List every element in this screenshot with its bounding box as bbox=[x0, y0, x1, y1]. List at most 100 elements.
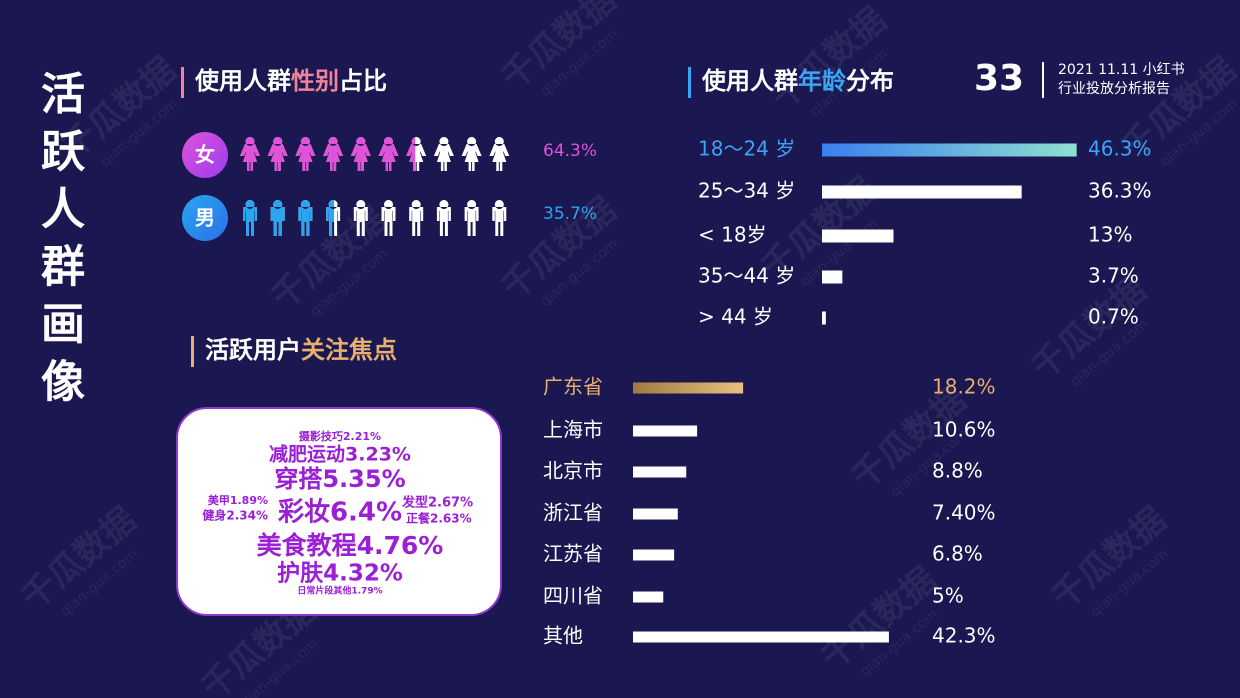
bar bbox=[822, 311, 826, 325]
bar bbox=[633, 425, 698, 437]
person-icon-filled bbox=[323, 137, 344, 171]
section-title: 使用人群年龄分布 bbox=[701, 67, 894, 95]
bar bbox=[633, 508, 678, 520]
title-part: 占比 bbox=[339, 67, 387, 95]
value-label: 10.6% bbox=[932, 418, 996, 442]
value-label: 13% bbox=[1088, 223, 1132, 247]
word-cloud-item: 正餐2.63% bbox=[406, 511, 472, 526]
gender-label: 男 bbox=[195, 206, 215, 230]
word-cloud-item: 护肤4.32% bbox=[277, 560, 403, 587]
title-bar bbox=[181, 67, 184, 98]
value-label: 35.7% bbox=[543, 204, 597, 224]
word-cloud-item: 发型2.67% bbox=[401, 495, 473, 511]
person-icon-filled bbox=[326, 200, 335, 236]
person-icon bbox=[461, 137, 482, 171]
value-label: 46.3% bbox=[1088, 137, 1152, 161]
person-icon bbox=[353, 200, 368, 236]
person-icon bbox=[409, 200, 424, 236]
person-icon-filled bbox=[243, 200, 257, 236]
page-title-char: 活 bbox=[41, 69, 85, 120]
word-cloud-item: 美食教程4.76% bbox=[257, 531, 444, 560]
title-part: 关注焦点 bbox=[301, 336, 397, 364]
category-label: 其他 bbox=[543, 624, 583, 648]
category-label: 广东省 bbox=[543, 375, 603, 399]
person-icon-filled bbox=[406, 137, 416, 171]
bar bbox=[822, 143, 1077, 157]
person-icon bbox=[489, 137, 510, 171]
gender-label: 女 bbox=[195, 143, 215, 167]
title-part: 活跃用户 bbox=[205, 336, 301, 364]
person-icon bbox=[433, 137, 454, 171]
category-label: 四川省 bbox=[543, 584, 603, 608]
title-part: 性别 bbox=[291, 67, 339, 95]
category-label: 上海市 bbox=[543, 418, 603, 442]
person-icon-filled bbox=[298, 200, 313, 236]
word-cloud-item: 美甲1.89% bbox=[208, 493, 268, 507]
bar bbox=[633, 631, 889, 643]
title-part: 年龄 bbox=[798, 67, 847, 95]
report-line: 行业投放分析报告 bbox=[1058, 81, 1170, 97]
person-icon-filled bbox=[378, 137, 399, 171]
pictogram-fill bbox=[243, 200, 335, 236]
title-part: 使用人群 bbox=[194, 67, 291, 95]
person-icon-filled bbox=[267, 137, 288, 171]
person-icon bbox=[492, 200, 507, 236]
person-icon bbox=[436, 200, 451, 236]
value-label: 36.3% bbox=[1088, 179, 1152, 203]
word-cloud-box bbox=[176, 407, 502, 616]
category-label: 浙江省 bbox=[543, 501, 603, 525]
gender-badge bbox=[182, 195, 228, 241]
category-label: < 18岁 bbox=[698, 223, 767, 247]
person-icon bbox=[381, 200, 396, 236]
word-cloud-item: 摄影技巧2.21% bbox=[299, 429, 381, 443]
title-part: 使用人群 bbox=[701, 67, 798, 95]
title-bar bbox=[688, 67, 691, 98]
bar bbox=[633, 466, 687, 478]
value-label: 64.3% bbox=[543, 141, 597, 161]
category-label: 北京市 bbox=[543, 459, 603, 483]
word-cloud-item: 彩妆6.4% bbox=[277, 498, 402, 528]
person-icon bbox=[464, 200, 479, 236]
word-cloud-item: 日常片段其他1.79% bbox=[297, 585, 382, 597]
page-title-char: 画 bbox=[41, 299, 85, 350]
pictogram-fill bbox=[240, 137, 416, 171]
category-label: 江苏省 bbox=[543, 542, 603, 566]
value-label: 42.3% bbox=[932, 624, 996, 648]
person-icon-filled bbox=[240, 137, 260, 171]
word-cloud-item: 减肥运动3.23% bbox=[269, 443, 411, 466]
bar bbox=[822, 270, 843, 284]
value-label: 3.7% bbox=[1088, 264, 1139, 288]
person-icon-filled bbox=[295, 137, 316, 171]
bar bbox=[822, 185, 1022, 199]
value-label: 18.2% bbox=[932, 375, 996, 399]
value-label: 7.40% bbox=[932, 501, 996, 525]
title-part: 分布 bbox=[846, 67, 894, 95]
title-bar bbox=[191, 336, 194, 367]
bar bbox=[633, 549, 675, 561]
page-title-char: 人 bbox=[41, 184, 85, 235]
report-line: 2021 11.11 小红书 bbox=[1058, 62, 1185, 78]
bar bbox=[633, 591, 664, 603]
page-title-char: 群 bbox=[41, 242, 85, 293]
bar bbox=[822, 229, 894, 243]
category-label: 35～44 岁 bbox=[698, 264, 795, 288]
category-label: 18～24 岁 bbox=[698, 137, 795, 161]
section-title: 使用人群性别占比 bbox=[194, 67, 387, 95]
section-title: 活跃用户关注焦点 bbox=[205, 336, 397, 364]
category-label: > 44 岁 bbox=[698, 305, 773, 329]
bar bbox=[633, 382, 744, 394]
value-label: 6.8% bbox=[932, 542, 983, 566]
word-cloud-item: 健身2.34% bbox=[202, 508, 268, 523]
word-cloud-item: 穿搭5.35% bbox=[274, 465, 405, 493]
gender-badge bbox=[182, 132, 228, 178]
value-label: 0.7% bbox=[1088, 305, 1139, 329]
person-icon-filled bbox=[270, 200, 285, 236]
person-icon-filled bbox=[350, 137, 371, 171]
page-number: 33 bbox=[974, 58, 1024, 99]
page-title-char: 像 bbox=[41, 357, 85, 408]
value-label: 8.8% bbox=[932, 459, 983, 483]
page-title-char: 跃 bbox=[41, 127, 86, 178]
value-label: 5% bbox=[932, 584, 964, 608]
